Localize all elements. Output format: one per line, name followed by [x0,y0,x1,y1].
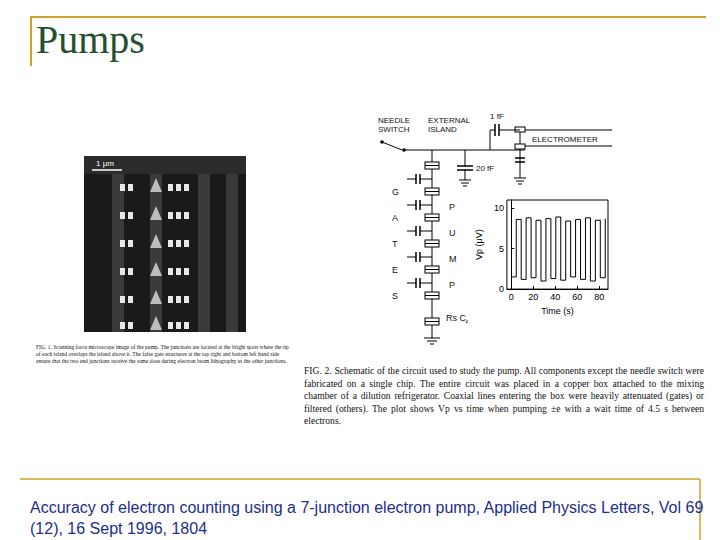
svg-text:1 μm: 1 μm [96,159,114,168]
svg-text:80: 80 [594,292,604,302]
html-text:S: S [392,291,398,301]
html-text:T: T [392,239,398,249]
html-text:FIG. 2. Schematic of the circu: FIG. 2. Schematic of the circuit used to… [304,365,704,427]
html-text:Pumps: Pumps [36,17,145,62]
html-text:E: E [392,265,398,275]
html-text:A: A [392,213,398,223]
html-text:Rs Cj: Rs Cj [446,313,468,323]
html-text:U: U [449,228,456,238]
svg-text:10: 10 [494,203,504,213]
svg-text:Time (s): Time (s) [541,306,574,316]
html-text:Accuracy of electron counting: Accuracy of electron counting using a 7-… [30,499,704,537]
html-text:P: P [449,280,455,290]
html-text:ELECTROMETER: ELECTROMETER [532,135,598,144]
svg-text:60: 60 [572,292,582,302]
svg-text:20: 20 [528,292,538,302]
svg-text:40: 40 [550,292,560,302]
svg-text:0: 0 [509,292,514,302]
html-text:G: G [392,187,399,197]
html-text:P: P [449,202,455,212]
svg-text:Vp (μV): Vp (μV) [474,229,484,260]
html-text:FIG. 1. Scanning force microsc: FIG. 1. Scanning force microscope image … [36,344,289,364]
html-text:EXTERNAL ISLAND: EXTERNAL ISLAND [428,116,470,134]
html-text:20 fF: 20 fF [476,164,495,173]
html-text:M: M [449,254,457,264]
html-text:NEEDLE SWITCH: NEEDLE SWITCH [378,116,410,134]
svg-text:0: 0 [499,284,504,294]
html-text:1 fF: 1 fF [490,112,504,121]
svg-text:5: 5 [499,244,504,254]
